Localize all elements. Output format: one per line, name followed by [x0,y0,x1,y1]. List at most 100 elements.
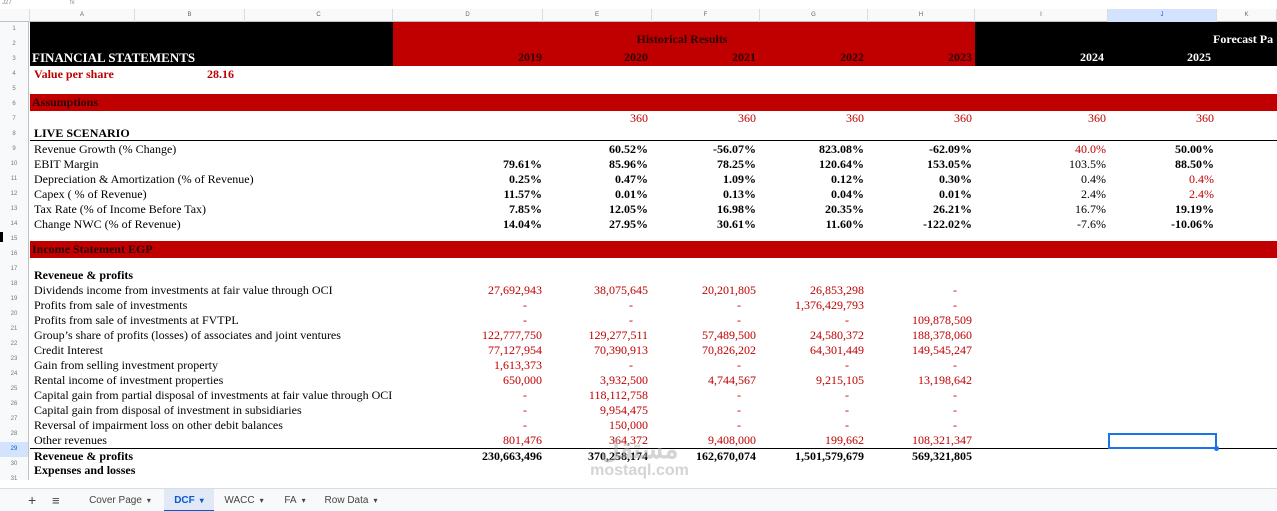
chevron-down-icon[interactable]: ▾ [373,496,378,505]
row-header[interactable]: 18 [0,277,29,292]
column-header-j[interactable]: J [1108,9,1217,22]
row-header[interactable]: 6 [0,97,29,112]
row-header[interactable]: 28 [0,427,29,442]
row-header[interactable]: 10 [0,157,29,172]
sheet-tab-cover-page[interactable]: Cover Page ▾ [80,489,160,511]
assumption-value: 0.01% [939,187,972,201]
year-2019: 2019 [518,50,542,64]
row-header[interactable]: 1 [0,22,29,37]
row-header[interactable]: 5 [0,82,29,97]
assumption-value: 14.04% [503,217,542,231]
income-value: 1,613,373 [494,358,542,372]
income-value: 129,277,511 [588,328,648,342]
sheet-tab-fa[interactable]: FA ▾ [274,489,316,511]
value-per-share-label: Value per share [34,67,114,81]
assumption-value: 50.00% [1175,142,1214,156]
row-header[interactable]: 24 [0,367,29,382]
row-header[interactable]: 8 [0,127,29,142]
income-value: 64,301,449 [810,343,864,357]
all-sheets-menu-icon[interactable]: ≡ [52,493,60,508]
row-header[interactable]: 15 [0,232,29,247]
column-header-c[interactable]: C [245,9,393,22]
row-header[interactable]: 7 [0,112,29,127]
sheet-tab-label: FA [284,495,297,506]
watermark-latin: mostaql.com [590,462,689,479]
column-header-g[interactable]: G [760,9,868,22]
income-value: - [737,403,741,417]
year-2020: 2020 [624,50,648,64]
row-header[interactable]: 2 [0,37,29,52]
sheet-tab-row-data[interactable]: Row Data ▾ [316,489,386,511]
row-header[interactable]: 17 [0,262,29,277]
column-header-f[interactable]: F [652,9,760,22]
income-value: 149,545,247 [912,343,972,357]
income-row-label: Credit Interest [34,343,103,357]
chevron-down-icon[interactable]: ▾ [301,496,306,505]
income-value: 364,372 [609,433,648,447]
column-header-k[interactable]: K [1217,9,1277,22]
row-header[interactable]: 30 [0,457,29,472]
row-header[interactable]: 31 [0,472,29,480]
sheet-tab-wacc[interactable]: WACC ▾ [216,489,272,511]
chevron-down-icon[interactable]: ▾ [146,496,151,505]
sheet-tab-dcf[interactable]: DCF ▾ [164,489,214,511]
assumption-label: EBIT Margin [34,157,99,171]
assumption-label: Depreciation & Amortization (% of Revenu… [34,172,254,186]
income-value: 118,112,758 [588,388,648,402]
income-value: - [523,298,527,312]
column-header-e[interactable]: E [543,9,652,22]
chevron-down-icon[interactable]: ▾ [199,496,204,505]
income-value: 4,744,567 [708,373,756,387]
income-value: 13,198,642 [918,373,972,387]
assumption-value: 78.25% [717,157,756,171]
year-2025: 2025 [1187,50,1211,64]
row-header[interactable]: 19 [0,292,29,307]
income-row-label: Profits from sale of investments at FVTP… [34,313,239,327]
assumption-value: 19.19% [1175,202,1214,216]
select-all-corner[interactable] [0,9,30,22]
income-value: 77,127,954 [488,343,542,357]
row-header[interactable]: 11 [0,172,29,187]
row-header[interactable]: 29 [0,442,29,457]
spreadsheet-grid[interactable]: FINANCIAL STATEMENTS Historical Results … [0,22,1277,480]
income-value: 9,954,475 [600,403,648,417]
row-header[interactable]: 25 [0,382,29,397]
income-value: 20,201,805 [702,283,756,297]
assumption-value: 27.95% [609,217,648,231]
assumption-value: 11.57% [503,187,542,201]
row-header[interactable]: 9 [0,142,29,157]
row-header[interactable]: 12 [0,187,29,202]
row-header[interactable]: 21 [0,322,29,337]
row-header[interactable]: 23 [0,352,29,367]
total-divider [30,448,1277,449]
row-header[interactable]: 27 [0,412,29,427]
forecast-label: Forecast Pa [1213,32,1274,46]
row-header[interactable]: 3 [0,52,29,67]
income-value: - [523,403,527,417]
chevron-down-icon[interactable]: ▾ [259,496,264,505]
year-2023: 2023 [948,50,972,64]
column-header-i[interactable]: I [975,9,1108,22]
assumption-value: -7.6% [1077,217,1106,231]
income-value: - [629,358,633,372]
row-header[interactable]: 14 [0,217,29,232]
cell-reference[interactable]: J27 [2,0,12,6]
row-header[interactable]: 20 [0,307,29,322]
column-header-a[interactable]: A [30,9,135,22]
row-header[interactable]: 22 [0,337,29,352]
income-value: - [737,418,741,432]
row-header[interactable]: 16 [0,247,29,262]
income-value: 109,878,509 [912,313,972,327]
income-value: 9,215,105 [816,373,864,387]
selected-cell[interactable] [1108,433,1219,451]
add-sheet-icon[interactable]: + [28,492,37,508]
row-header[interactable]: 4 [0,67,29,82]
total-value: 370,258,174 [588,449,648,463]
column-header-h[interactable]: H [868,9,975,22]
income-row-label: Gain from selling investment property [34,358,218,372]
income-value: - [629,298,633,312]
column-header-b[interactable]: B [135,9,245,22]
row-header[interactable]: 26 [0,397,29,412]
column-header-d[interactable]: D [393,9,543,22]
row-header[interactable]: 13 [0,202,29,217]
